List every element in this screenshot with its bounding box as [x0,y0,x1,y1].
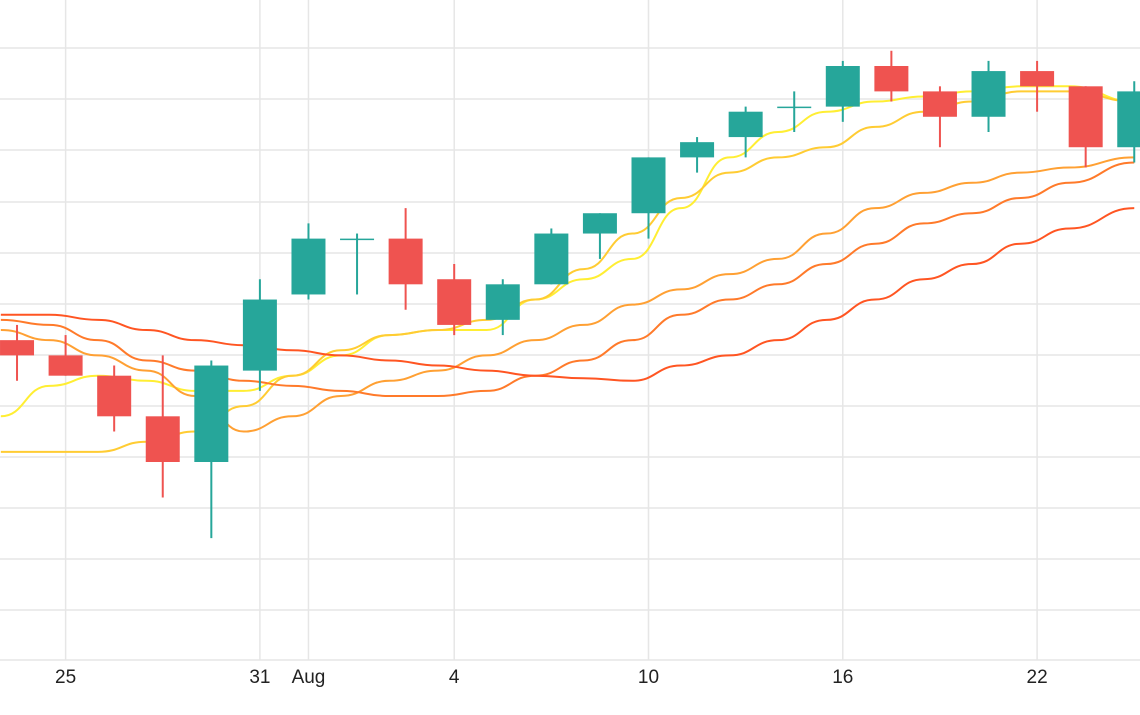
x-axis: 25 31 Aug 4 10 16 22 [55,667,1048,688]
x-tick-label: Aug [292,667,326,688]
candle-body [291,238,326,295]
candle-down [1068,86,1103,168]
candle-down [922,86,957,148]
candle-body [582,213,617,234]
candle-up [1117,81,1140,163]
candle-body [145,416,180,462]
candle-down [437,264,472,336]
grid [0,0,1140,661]
moving-average-line [0,161,1135,398]
candle-body [680,142,715,158]
candle-up [680,137,715,173]
candle-body [874,66,909,92]
candle-up [485,279,520,336]
candle-body [777,106,812,109]
x-tick-label: 10 [638,667,659,688]
candle-body [242,299,277,371]
candle-body [340,238,375,241]
candle-body [0,340,35,356]
moving-average-line [0,207,1135,382]
candle-up [340,233,375,295]
candle-up [582,213,617,259]
candle-body [485,284,520,320]
candle-down [874,50,909,102]
candle-body [194,365,229,462]
candle-body [48,355,83,376]
candle-down [145,355,180,498]
candle-up [534,228,569,285]
candle-down [1020,60,1055,112]
candle-down [97,365,132,432]
candle-down [0,324,35,381]
candle-up [194,360,229,539]
candle-body [97,375,132,417]
candles [0,50,1140,539]
candle-body [534,233,569,285]
candle-up [242,279,277,391]
candle-body [1068,86,1103,148]
x-tick-label: 31 [249,667,270,688]
candle-down [48,335,83,376]
candle-up [291,223,326,300]
candle-up [777,91,812,132]
candle-up [971,60,1006,132]
candle-body [1117,91,1140,148]
candle-down [388,208,423,310]
candle-body [971,71,1006,117]
candle-up [728,106,763,158]
moving-average-line [0,156,1135,433]
candle-body [1020,71,1055,87]
candle-body [437,279,472,325]
candle-body [825,66,860,107]
candle-up [631,157,666,239]
x-tick-label: 22 [1027,667,1048,688]
candle-body [388,238,423,285]
x-tick-label: 4 [449,667,460,688]
x-tick-label: 25 [55,667,76,688]
candle-body [922,91,957,117]
candle-up [825,60,860,122]
x-tick-label: 16 [832,667,853,688]
candle-body [631,157,666,214]
candle-body [728,111,763,138]
